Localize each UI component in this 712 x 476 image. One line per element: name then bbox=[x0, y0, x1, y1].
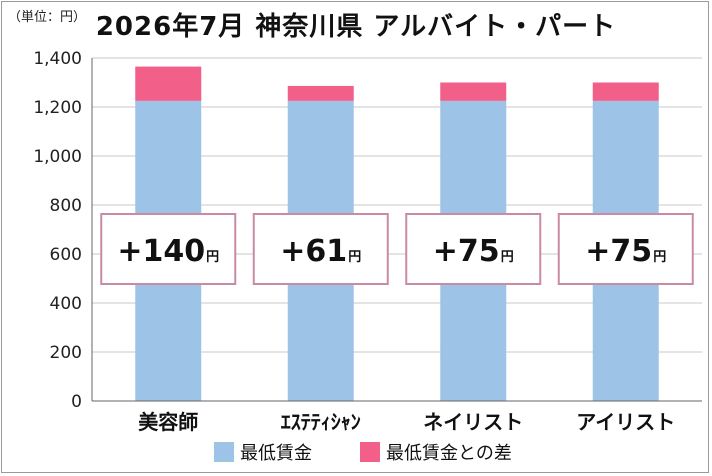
y-axis-ticks: 0 200 400 600 800 1,000 1,200 1,400 bbox=[33, 49, 82, 412]
legend-swatch bbox=[214, 442, 234, 462]
x-category-label: 美容師 bbox=[138, 410, 198, 434]
legend: 最低賃金 最低賃金との差 bbox=[214, 442, 512, 464]
x-axis-categories: 美容師 ｴｽﾃﾃｨｼｬﾝ ネイリスト アイリスト bbox=[138, 410, 675, 434]
unit-label: （単位：円） bbox=[8, 10, 87, 25]
bar-difference bbox=[135, 66, 202, 101]
x-category-label: アイリスト bbox=[576, 410, 675, 434]
y-tick-label: 800 bbox=[50, 196, 82, 216]
bar-difference bbox=[592, 82, 659, 101]
difference-label: +75円 bbox=[433, 234, 514, 269]
y-tick-label: 1,000 bbox=[33, 147, 82, 167]
difference-label: +75円 bbox=[585, 234, 666, 269]
bar-difference bbox=[440, 82, 507, 101]
legend-label: 最低賃金 bbox=[240, 443, 312, 464]
x-category-label: ｴｽﾃﾃｨｼｬﾝ bbox=[281, 410, 361, 434]
difference-label: +140円 bbox=[117, 234, 219, 269]
y-tick-label: 400 bbox=[50, 294, 82, 314]
difference-box bbox=[252, 213, 389, 285]
x-category-label: ネイリスト bbox=[423, 410, 523, 434]
y-tick-label: 1,400 bbox=[33, 49, 82, 69]
y-tick-label: 0 bbox=[71, 392, 82, 412]
legend-label: 最低賃金との差 bbox=[386, 443, 512, 464]
difference-labels: +140円 +61円 +75円 +75円 bbox=[100, 213, 694, 285]
difference-box bbox=[557, 213, 694, 285]
axes bbox=[91, 58, 702, 402]
chart-title: 2026年7月 神奈川県 アルバイト・パート bbox=[95, 12, 617, 42]
difference-label: +61円 bbox=[280, 234, 361, 269]
y-tick-label: 1,200 bbox=[33, 98, 82, 118]
y-tick-label: 200 bbox=[50, 343, 82, 363]
difference-box bbox=[405, 213, 542, 285]
y-tick-label: 600 bbox=[50, 245, 82, 265]
difference-box bbox=[100, 213, 237, 285]
bar-difference bbox=[287, 85, 354, 101]
legend-swatch bbox=[360, 442, 380, 462]
